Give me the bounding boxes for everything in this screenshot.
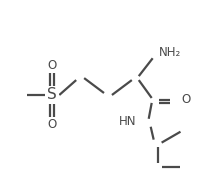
Text: S: S bbox=[47, 88, 57, 102]
Text: HN: HN bbox=[119, 115, 137, 128]
Text: NH₂: NH₂ bbox=[159, 46, 181, 59]
Text: O: O bbox=[48, 118, 57, 131]
Text: O: O bbox=[181, 93, 191, 106]
Text: O: O bbox=[48, 59, 57, 72]
